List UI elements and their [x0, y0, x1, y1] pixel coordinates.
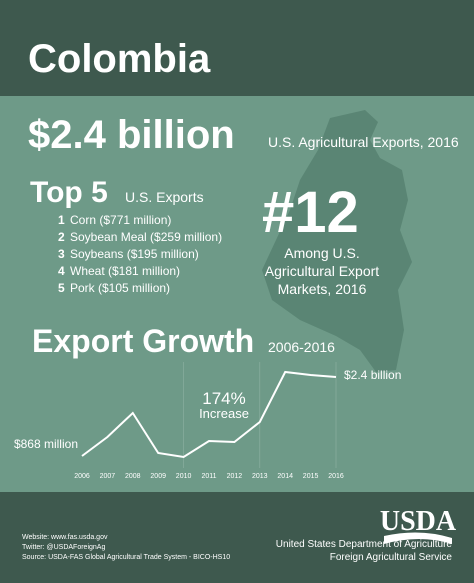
- x-tick-label: 2016: [328, 473, 344, 480]
- logo-swoosh: [384, 532, 452, 544]
- top5-list: 1 Corn ($771 million) 2 Soybean Meal ($259 …: [58, 213, 222, 295]
- export-caption: U.S. Agricultural Exports, 2016: [268, 134, 459, 150]
- rank-item: Pork ($105 million): [70, 281, 170, 295]
- agency-line: United States Department of Agriculture: [276, 539, 453, 550]
- footer-website: Website: www.fas.usda.gov: [22, 534, 108, 541]
- rank-value: #12: [262, 180, 359, 245]
- x-tick-label: 2006: [74, 473, 90, 480]
- annotation: Increase: [199, 406, 249, 421]
- chart-title: Export Growth: [32, 323, 254, 359]
- footer-twitter: Twitter: @USDAForeignAg: [22, 544, 105, 551]
- rank-number: 5: [58, 281, 65, 295]
- rank-item: Wheat ($181 million): [70, 264, 180, 278]
- x-tick-label: 2009: [150, 473, 166, 480]
- x-tick-label: 2011: [201, 473, 216, 480]
- x-tick-label: 2007: [100, 473, 116, 480]
- export-amount: $2.4 billion: [28, 113, 235, 157]
- x-tick-label: 2012: [227, 473, 243, 480]
- map-silhouette: [262, 110, 412, 372]
- agency-line: Foreign Agricultural Service: [330, 552, 453, 563]
- rank-line: Agricultural Export: [265, 263, 379, 279]
- value-label: $868 million: [14, 437, 78, 451]
- x-tick-label: 2013: [252, 473, 268, 480]
- rank-item: Corn ($771 million): [70, 213, 171, 227]
- x-tick-label: 2010: [176, 473, 192, 480]
- top5-subtitle: U.S. Exports: [125, 189, 204, 205]
- rank-number: 4: [58, 264, 65, 278]
- footer-source: Source: USDA-FAS Global Agricultural Tra…: [22, 554, 230, 561]
- annotation: 174%: [202, 389, 245, 408]
- header-band: [0, 0, 474, 96]
- x-tick-label: 2014: [277, 473, 293, 480]
- rank-number: 2: [58, 230, 65, 244]
- usda-logo: USDA: [380, 506, 457, 537]
- x-tick-label: 2015: [303, 473, 319, 480]
- rank-item: Soybean Meal ($259 million): [70, 230, 222, 244]
- rank-number: 1: [58, 213, 65, 227]
- rank-line: Markets, 2016: [278, 281, 367, 297]
- x-tick-label: 2008: [125, 473, 141, 480]
- rank-number: 3: [58, 247, 65, 261]
- line-chart: 2006 2007 2008 2009 2010 2011 2012 2013 2014 2015…: [14, 362, 401, 480]
- top5-title: Top 5: [30, 176, 108, 209]
- rank-item: Soybeans ($195 million): [70, 247, 199, 261]
- chart-subtitle: 2006-2016: [268, 339, 335, 355]
- rank-line: Among U.S.: [284, 245, 359, 261]
- export-line: [81, 370, 337, 459]
- country-title: Colombia: [28, 37, 211, 81]
- value-label: $2.4 billion: [344, 368, 401, 382]
